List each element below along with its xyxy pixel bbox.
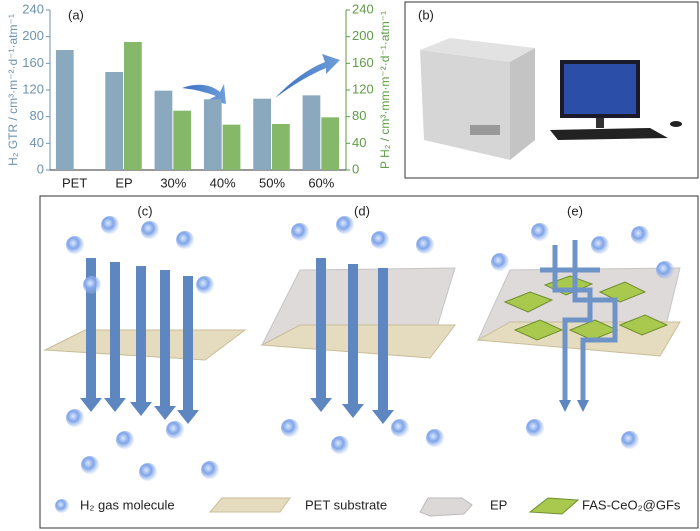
y-tick-label: 160 [22,55,44,70]
gas-arrows [559,400,589,412]
x-tick-label: 50% [259,175,285,190]
bar [154,90,173,170]
legend-symbol [528,497,580,515]
y2-axis-label: P H₂ / cm³·mm·m⁻²·d⁻¹·atm⁻¹ [378,11,392,169]
gas-arrows [80,258,199,424]
bar [203,99,222,170]
bar [272,124,290,170]
y-tick-label: 40 [30,135,44,150]
trend-arrow [182,84,226,104]
panel-label: (c) [137,203,152,218]
bar [55,50,74,170]
y2-tick-label: 120 [352,81,374,96]
x-tick-label: 30% [160,175,186,190]
bar [253,98,271,170]
legend-symbol [55,499,69,513]
bar [302,95,321,170]
y-tick-label: 200 [22,28,44,43]
legend-label: PET substrate [305,497,387,512]
y2-tick-label: 240 [352,1,374,16]
y2-tick-label: 200 [352,28,374,43]
legend-symbol [419,497,473,517]
bar [321,117,340,170]
y2-tick-label: 40 [352,135,366,150]
x-tick-label: EP [115,175,132,190]
legend-label: FAS-CeO₂@GFs [582,497,681,512]
gas-arrows [310,258,394,424]
y-axis-label: H₂ GTR / cm³·m⁻²·d⁻¹·atm⁻¹ [6,14,20,166]
gas-molecules [66,216,674,481]
panel-label: (e) [567,203,583,218]
panel-frame [39,195,699,529]
instrument [420,38,535,160]
y-tick-label: 240 [22,1,44,16]
bar [105,72,123,170]
y2-tick-label: 80 [352,108,366,123]
panel-frame [404,1,699,179]
x-tick-label: 60% [308,175,334,190]
x-tick-label: PET [62,175,87,190]
panel-label: (a) [68,7,84,22]
y2-tick-label: 160 [352,55,374,70]
panel-label: (d) [354,203,370,218]
y-tick-label: 80 [30,108,44,123]
y2-tick-label: 0 [352,161,359,176]
panel-label: (b) [418,7,434,22]
bar [222,124,241,170]
computer [550,60,682,140]
legend-label: EP [490,497,507,512]
bar [173,110,192,170]
legend-label: H₂ gas molecule [80,497,175,512]
gas-path [540,240,618,400]
bar [124,42,142,170]
pet-substrate [260,324,457,359]
legend-symbol [208,497,291,513]
y-tick-label: 0 [37,161,44,176]
trend-arrow [275,54,340,98]
x-tick-label: 40% [210,175,236,190]
y-tick-label: 120 [22,81,44,96]
